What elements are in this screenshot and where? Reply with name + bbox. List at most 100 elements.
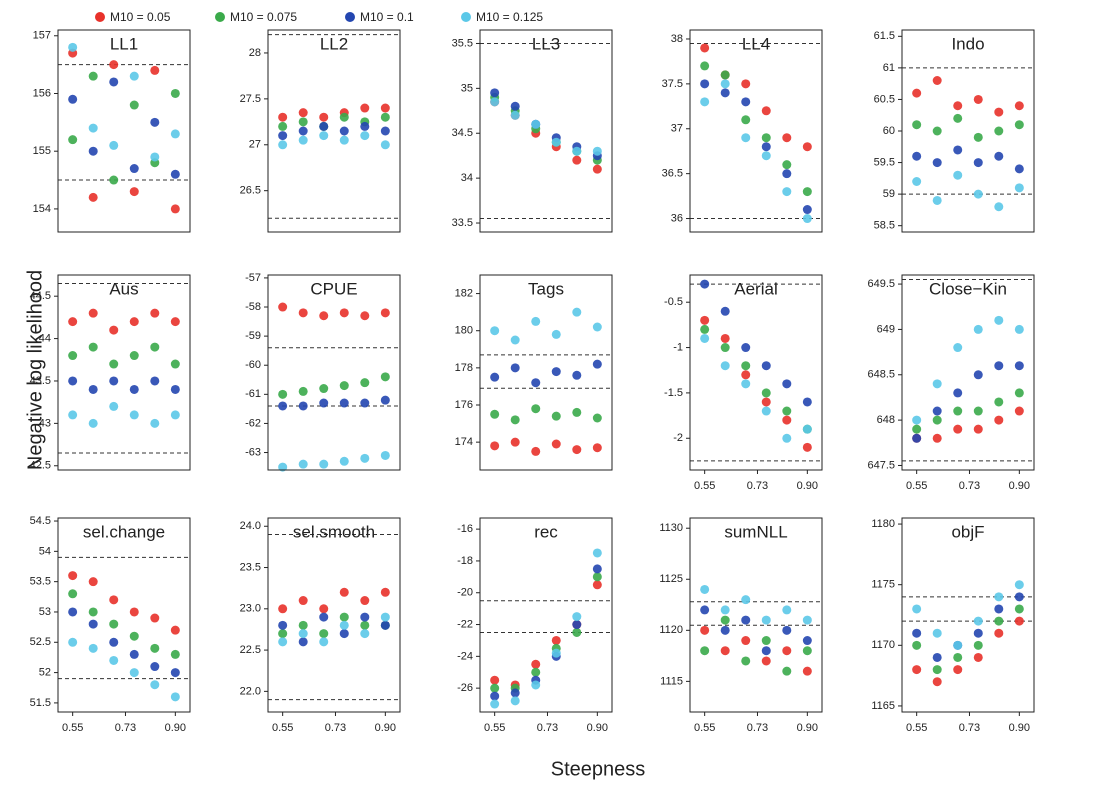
point xyxy=(510,335,520,345)
y-tick-label: 648 xyxy=(877,414,895,426)
point xyxy=(319,629,329,639)
point xyxy=(380,620,390,630)
point xyxy=(741,656,751,666)
point xyxy=(150,662,160,672)
y-tick-label: -58 xyxy=(245,301,261,313)
point xyxy=(278,462,288,472)
point xyxy=(592,413,602,423)
panel-title: Close−Kin xyxy=(929,279,1007,298)
point xyxy=(572,146,582,156)
y-tick-label: -63 xyxy=(245,446,261,458)
point xyxy=(109,359,119,369)
point xyxy=(380,450,390,460)
y-tick-label: 52 xyxy=(39,667,51,679)
y-tick-label: -57 xyxy=(245,272,261,284)
point xyxy=(339,126,349,136)
y-tick-label: 1165 xyxy=(871,700,895,712)
point xyxy=(129,410,139,420)
legend-label: M10 = 0.1 xyxy=(360,10,414,24)
point xyxy=(953,640,963,650)
point xyxy=(339,629,349,639)
y-tick-label: 176 xyxy=(455,399,473,411)
point xyxy=(572,370,582,380)
y-tick-label: 154 xyxy=(33,203,51,215)
point xyxy=(531,316,541,326)
point xyxy=(68,376,78,386)
x-tick-label: 0.55 xyxy=(694,480,715,492)
point xyxy=(782,605,792,615)
y-axis-label: Negative log likelihood xyxy=(24,270,46,470)
y-tick-label: 61 xyxy=(883,62,895,74)
x-tick-label: 0.73 xyxy=(325,722,346,734)
point xyxy=(953,424,963,434)
y-tick-label: 1175 xyxy=(871,579,895,591)
y-tick-label: 51.5 xyxy=(30,697,51,709)
point xyxy=(150,65,160,75)
y-tick-label: 174 xyxy=(455,436,473,448)
point xyxy=(360,131,370,141)
point xyxy=(319,121,329,131)
x-tick-label: 0.90 xyxy=(165,722,186,734)
y-tick-label: 649 xyxy=(877,323,895,335)
point xyxy=(150,643,160,653)
point xyxy=(700,324,710,334)
point xyxy=(170,410,180,420)
point xyxy=(932,158,942,168)
point xyxy=(319,384,329,394)
point xyxy=(761,142,771,152)
point xyxy=(109,60,119,70)
point xyxy=(360,378,370,388)
point xyxy=(1014,120,1024,130)
point xyxy=(109,77,119,87)
point xyxy=(129,668,139,678)
panel-title: LL2 xyxy=(320,34,348,53)
point xyxy=(278,637,288,647)
point xyxy=(912,424,922,434)
point xyxy=(592,580,602,590)
y-tick-label: -20 xyxy=(457,587,473,599)
point xyxy=(380,126,390,136)
point xyxy=(339,612,349,622)
point xyxy=(278,302,288,312)
x-tick-label: 0.73 xyxy=(537,722,558,734)
point xyxy=(68,351,78,361)
point xyxy=(88,418,98,428)
point xyxy=(761,397,771,407)
point xyxy=(551,367,561,377)
point xyxy=(700,279,710,289)
x-tick-label: 0.55 xyxy=(272,722,293,734)
point xyxy=(1014,406,1024,416)
legend-label: M10 = 0.075 xyxy=(230,10,297,24)
point xyxy=(973,640,983,650)
point xyxy=(761,133,771,143)
point xyxy=(298,637,308,647)
point xyxy=(129,187,139,197)
point xyxy=(380,308,390,318)
point xyxy=(170,317,180,327)
point xyxy=(129,351,139,361)
point xyxy=(700,646,710,656)
point xyxy=(129,164,139,174)
point xyxy=(68,607,78,617)
point xyxy=(490,441,500,451)
x-tick-label: 0.73 xyxy=(959,722,980,734)
point xyxy=(700,61,710,71)
y-tick-label: 35 xyxy=(461,82,473,94)
point xyxy=(741,97,751,107)
point xyxy=(994,126,1004,136)
point xyxy=(994,107,1004,117)
point xyxy=(592,443,602,453)
point xyxy=(994,616,1004,626)
point xyxy=(490,409,500,419)
point xyxy=(339,308,349,318)
point xyxy=(339,620,349,630)
point xyxy=(551,411,561,421)
panel-frame xyxy=(57,274,191,471)
panel-frame xyxy=(689,29,823,233)
point xyxy=(802,666,812,676)
point xyxy=(932,195,942,205)
point xyxy=(720,646,730,656)
point xyxy=(761,388,771,398)
point xyxy=(782,666,792,676)
point xyxy=(360,103,370,113)
